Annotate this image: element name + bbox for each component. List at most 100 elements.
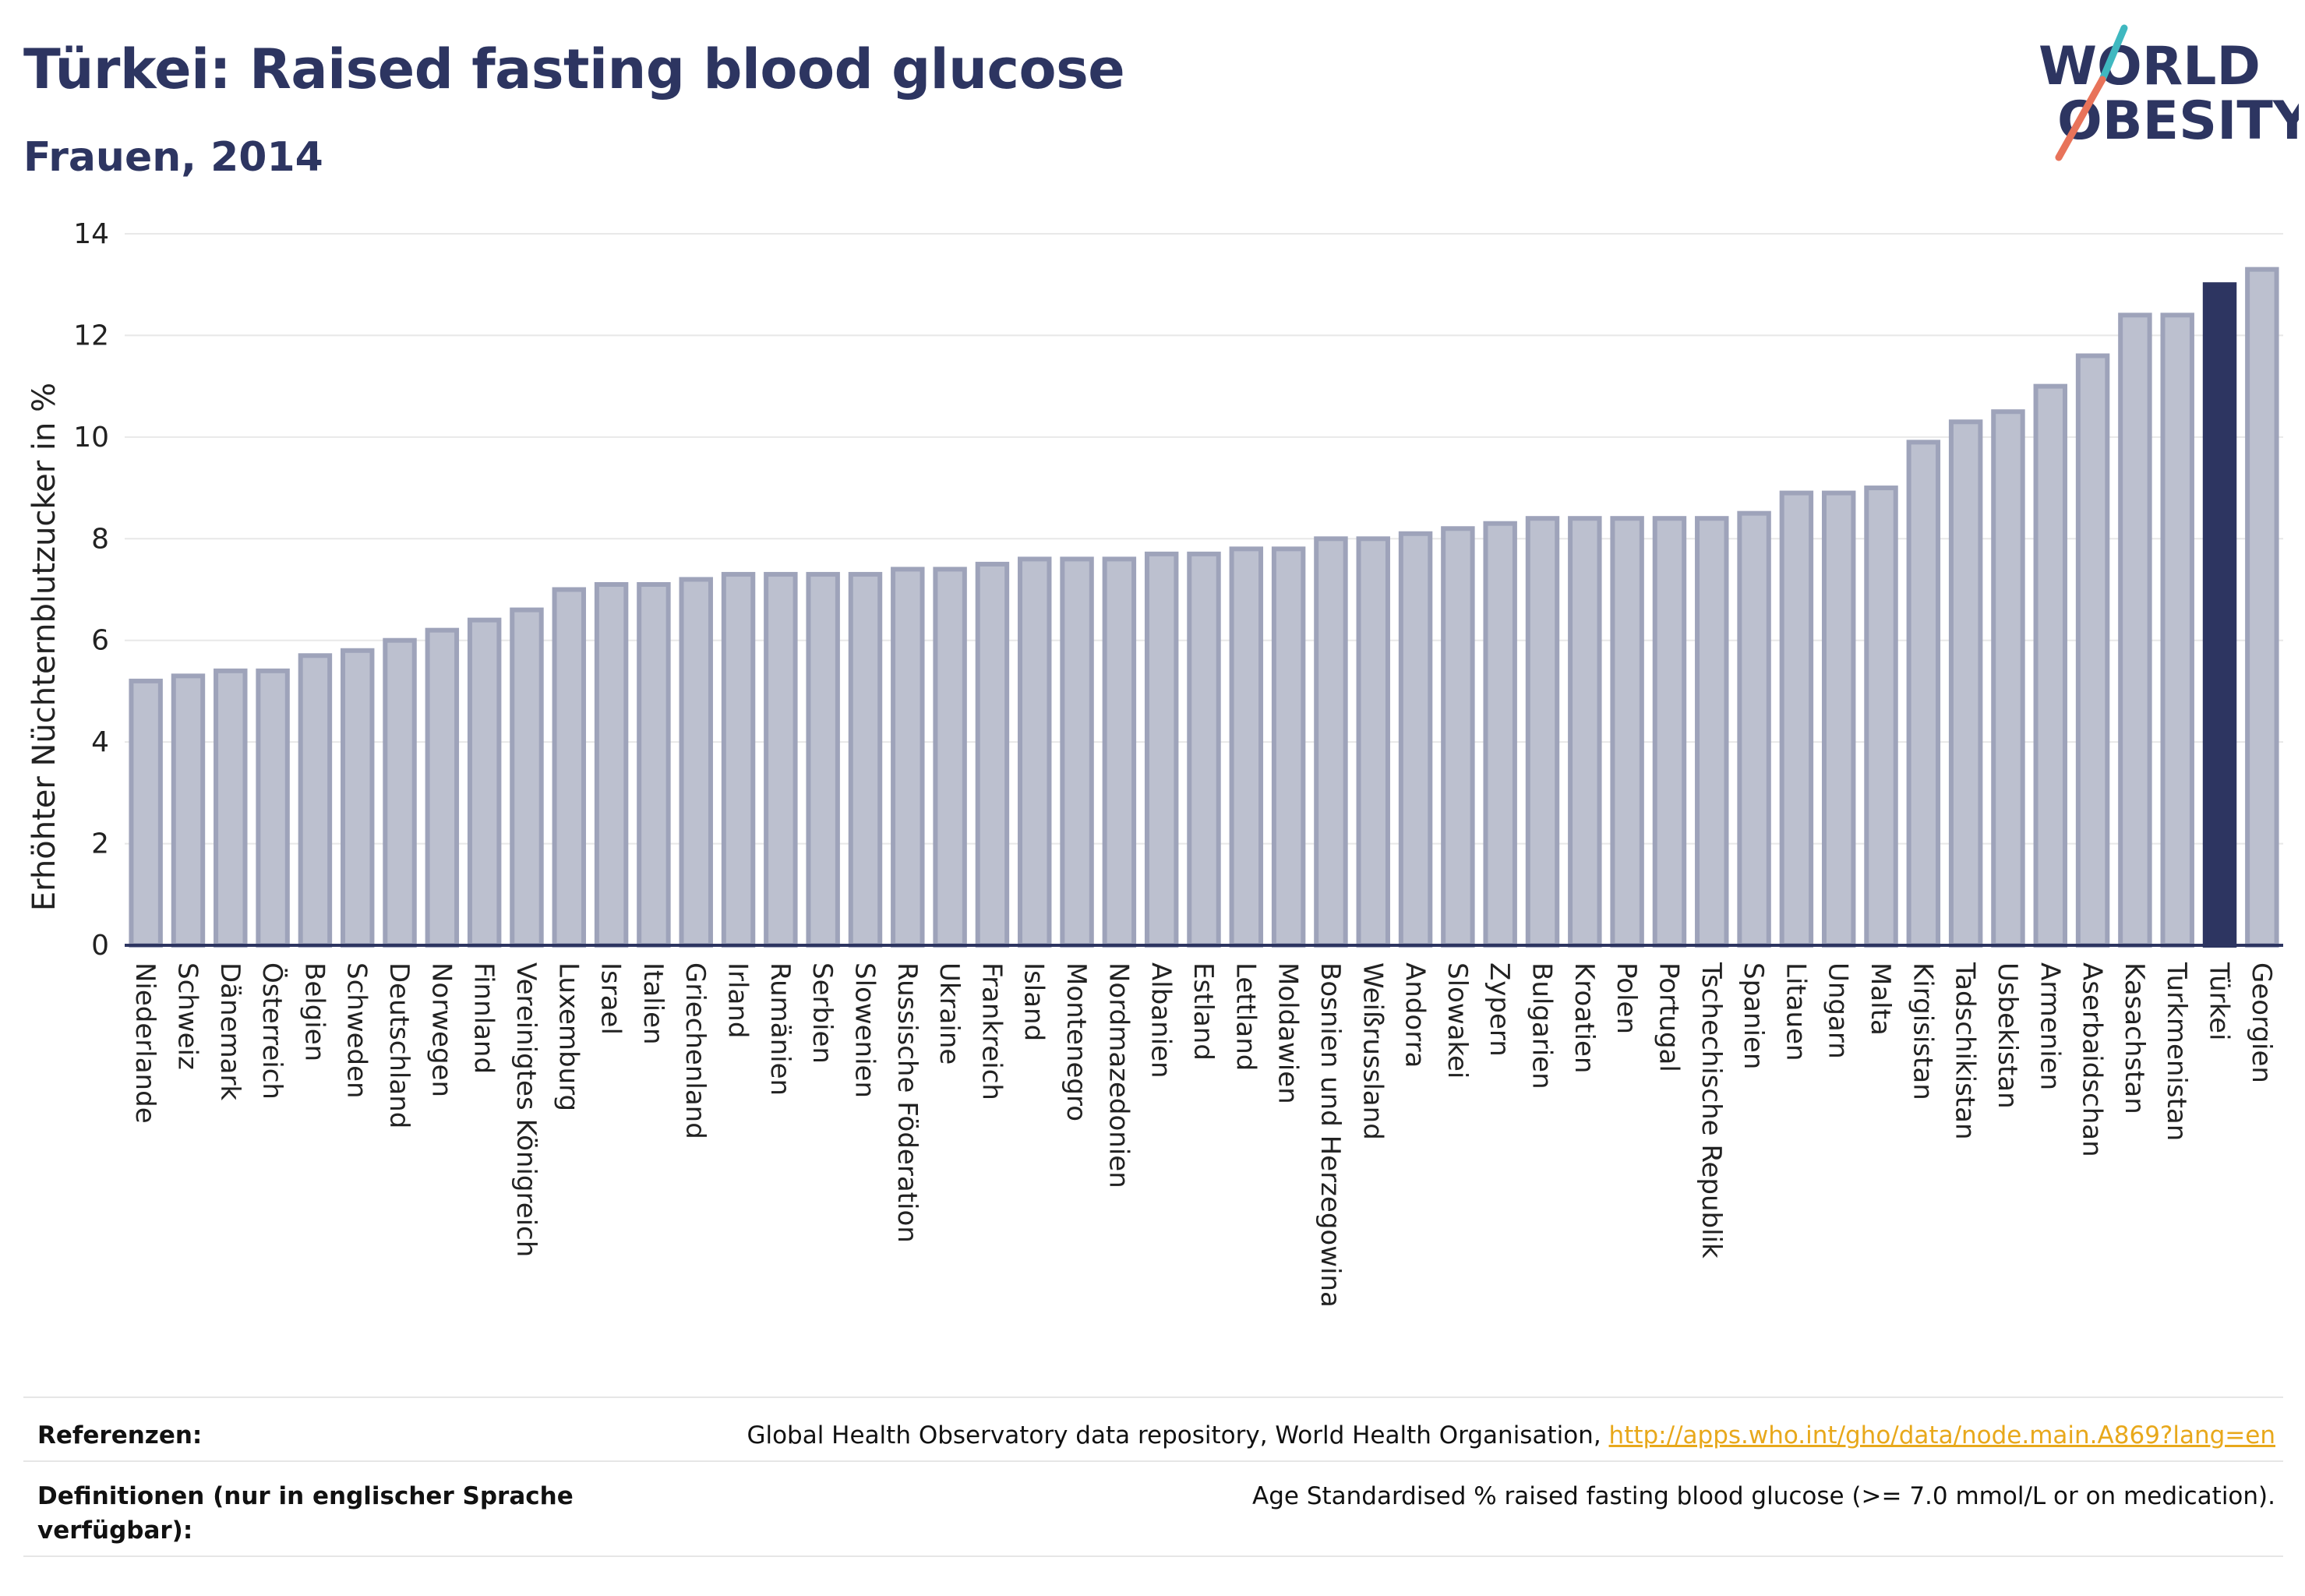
x-tick-label: Frankreich	[976, 962, 1007, 1100]
bar-litauen[interactable]	[1779, 490, 1814, 948]
x-tick-label: Bulgarien	[1527, 962, 1558, 1089]
bar-zypern[interactable]	[1483, 521, 1517, 948]
bar-russische-föderation[interactable]	[891, 567, 925, 948]
bar-serbien[interactable]	[806, 571, 840, 948]
logo-slash-teal	[2099, 24, 2128, 83]
x-tick-label: Russische Föderation	[891, 962, 923, 1243]
x-tick-label: Niederlande	[129, 962, 161, 1124]
x-tick-label: Türkei	[2204, 962, 2235, 1040]
bar-bulgarien[interactable]	[1525, 516, 1560, 948]
y-tick-label: 8	[91, 523, 109, 555]
bar-norwegen[interactable]	[425, 627, 460, 948]
x-tick-label: Tadschikistan	[1950, 962, 1981, 1140]
bar-schweiz[interactable]	[171, 673, 206, 948]
x-tick-label: Schweiz	[171, 962, 203, 1070]
y-tick-label: 4	[91, 726, 109, 758]
bar-kasachstan[interactable]	[2118, 312, 2152, 948]
bar-kroatien[interactable]	[1568, 516, 1602, 948]
bar-slowakei[interactable]	[1441, 526, 1475, 948]
x-tick-label: Kirgisistan	[1907, 962, 1938, 1100]
bar-aserbaidschan[interactable]	[2075, 353, 2110, 948]
footer-divider-top	[23, 1396, 2283, 1398]
x-tick-label: Tschechische Republik	[1696, 962, 1727, 1259]
x-tick-label: Serbien	[807, 962, 838, 1064]
x-tick-label: Weißrussland	[1357, 962, 1388, 1140]
y-tick-labels: 0 2 4 6 8 10 12 14	[73, 218, 109, 962]
x-tick-label: Slowenien	[849, 962, 880, 1098]
bar-israel[interactable]	[594, 581, 629, 948]
bar-polen[interactable]	[1610, 516, 1644, 948]
definitions-label: Definitionen (nur in englischer Sprache …	[37, 1482, 574, 1545]
x-tick-label: Andorra	[1400, 962, 1431, 1068]
bar-georgien[interactable]	[2245, 267, 2279, 948]
x-tick-label: Estland	[1188, 962, 1219, 1061]
logo-slash-coral	[2055, 76, 2106, 161]
x-tick-label: Italien	[637, 962, 669, 1045]
x-tick-label: Aserbaidschan	[2077, 962, 2108, 1157]
logo-line2: OBESITY	[2057, 90, 2299, 152]
bar-spanien[interactable]	[1737, 510, 1771, 948]
bar-albanien[interactable]	[1144, 551, 1179, 948]
x-tick-label: Israel	[595, 962, 627, 1035]
bar-andorra[interactable]	[1398, 531, 1433, 948]
bar-lettland[interactable]	[1229, 546, 1264, 948]
bar-estland[interactable]	[1187, 551, 1221, 948]
bar-griechenland[interactable]	[679, 577, 713, 948]
bar-portugal[interactable]	[1652, 516, 1687, 948]
bar-frankreich[interactable]	[975, 561, 1010, 948]
chart-subtitle: Frauen, 2014	[23, 134, 323, 181]
bar-finnland[interactable]	[467, 617, 502, 948]
bar-slowenien[interactable]	[848, 571, 883, 948]
references-text: Global Health Observatory data repositor…	[747, 1421, 1609, 1449]
x-tick-label: Montenegro	[1061, 962, 1092, 1121]
bar-ukraine[interactable]	[933, 567, 967, 948]
bar-island[interactable]	[1018, 556, 1052, 948]
bar-österreich[interactable]	[256, 668, 290, 948]
bar-chart: 0 2 4 6 8 10 12 14 Niederlande Schweiz Dänemark Ös…	[26, 218, 2283, 1308]
x-tick-label: Belgien	[298, 962, 330, 1061]
bar-ungarn[interactable]	[1821, 490, 1856, 948]
bar-kirgisistan[interactable]	[1906, 440, 1941, 948]
definitions-row: Definitionen (nur in englischer Sprache …	[23, 1479, 2283, 1549]
bar-niederlande[interactable]	[129, 678, 163, 948]
references-link[interactable]: http://apps.who.int/gho/data/node.main.A…	[1608, 1421, 2275, 1449]
bar-bosnien-und-herzegowina[interactable]	[1314, 536, 1348, 948]
bar-dänemark[interactable]	[214, 668, 248, 948]
bar-moldawien[interactable]	[1271, 546, 1306, 948]
bar-nordmazedonien[interactable]	[1102, 556, 1137, 948]
bar-turkmenistan[interactable]	[2160, 312, 2194, 948]
bar-vereinigtes-königreich[interactable]	[510, 607, 544, 948]
bar-armenien[interactable]	[2033, 383, 2068, 948]
bar-tschechische-republik[interactable]	[1695, 516, 1729, 948]
bar-italien[interactable]	[637, 581, 671, 948]
x-tick-label: Irland	[722, 962, 754, 1038]
x-tick-label: Nordmazedonien	[1103, 962, 1134, 1188]
references-value: Global Health Observatory data repositor…	[747, 1418, 2275, 1453]
y-tick-label: 12	[73, 320, 109, 351]
x-tick-label: Usbekistan	[1992, 962, 2023, 1109]
bar-belgien[interactable]	[298, 653, 333, 948]
y-axis-label: Erhöhter Nüchternblutzucker in %	[26, 383, 62, 911]
bar-deutschland[interactable]	[383, 637, 417, 948]
bar-tadschikistan[interactable]	[1948, 419, 1983, 948]
x-tick-label: Slowakei	[1442, 962, 1473, 1079]
bar-malta[interactable]	[1864, 486, 1898, 948]
x-tick-label: Polen	[1611, 962, 1642, 1034]
bar-schweden[interactable]	[341, 648, 375, 948]
x-tick-labels: Niederlande Schweiz Dänemark Österreich Belg…	[129, 962, 2277, 1308]
bar-irland[interactable]	[721, 571, 756, 948]
x-tick-label: Malta	[1865, 962, 1896, 1036]
y-tick-label: 10	[73, 422, 109, 454]
x-tick-label: Griechenland	[679, 962, 711, 1139]
chart-title: Türkei: Raised fasting blood glucose	[23, 37, 1125, 101]
x-tick-label: Turkmenistan	[2161, 962, 2192, 1141]
bar-weißrussland[interactable]	[1356, 536, 1390, 948]
bar-rumänien[interactable]	[764, 571, 798, 948]
references-row: Referenzen: Global Health Observatory da…	[23, 1418, 2283, 1465]
bar-luxemburg[interactable]	[552, 587, 587, 948]
bar-türkei[interactable]	[2202, 282, 2237, 948]
x-tick-label: Ungarn	[1823, 962, 1854, 1059]
bar-usbekistan[interactable]	[1991, 409, 2025, 948]
bar-montenegro[interactable]	[1060, 556, 1094, 948]
x-tick-label: Island	[1018, 962, 1050, 1041]
